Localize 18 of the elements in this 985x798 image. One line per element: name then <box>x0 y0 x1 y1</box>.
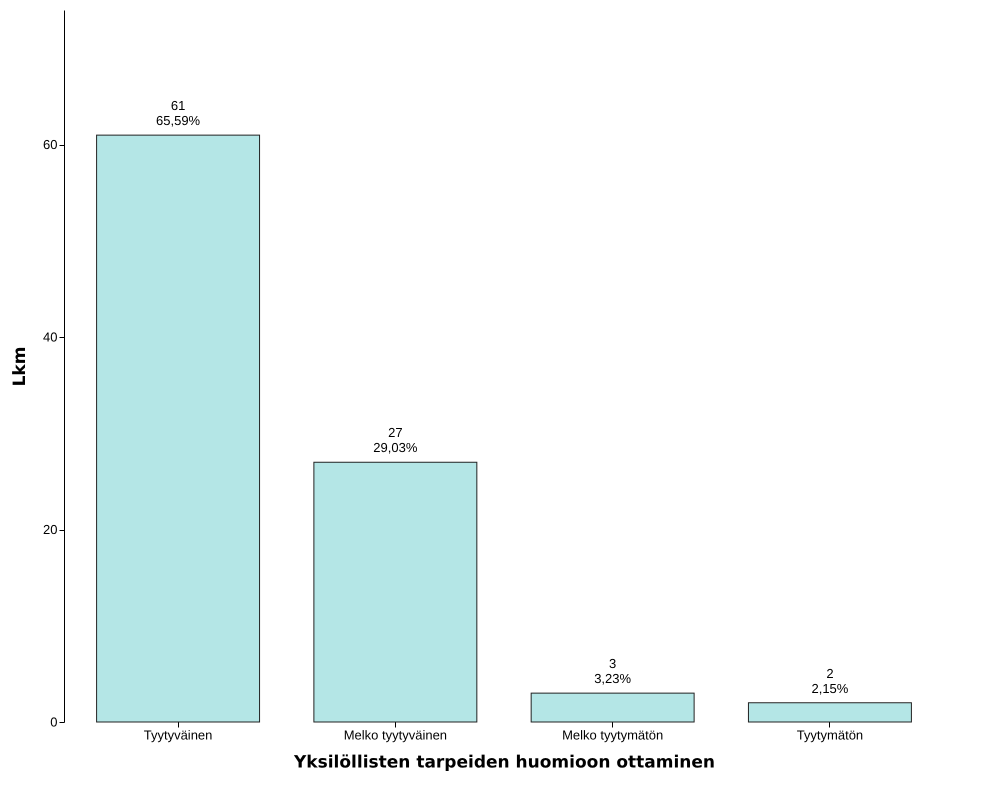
y-tick-label: 60 <box>43 137 58 152</box>
bar <box>96 134 260 722</box>
y-tick-label: 40 <box>43 330 58 345</box>
data-label: 27 29,03% <box>373 425 418 456</box>
y-tick-label: 0 <box>50 714 58 730</box>
bar <box>748 702 912 722</box>
y-tick-label: 20 <box>43 522 58 538</box>
x-tick-label: Melko tyytyväinen <box>344 728 448 742</box>
x-tick-label: Tyytymätön <box>796 728 864 742</box>
data-label: 3 3,23% <box>594 656 632 686</box>
x-tick-label: Tyytyväinen <box>144 728 212 742</box>
y-axis-title: Lkm <box>10 346 30 386</box>
bar <box>313 462 478 722</box>
x-tick-label: Melko tyytymätön <box>562 728 664 742</box>
data-label: 61 65,59% <box>156 98 201 128</box>
x-axis-title: Yksilöllisten tarpeiden huomioon ottaminen <box>292 752 716 772</box>
bar <box>530 692 695 722</box>
data-label: 2 2,15% <box>811 666 849 696</box>
